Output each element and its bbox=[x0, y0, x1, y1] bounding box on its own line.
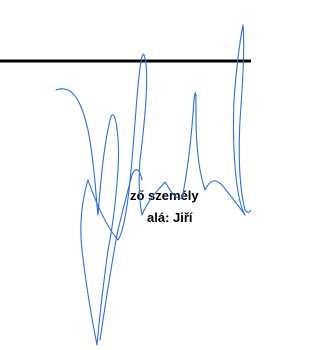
document-fragment: ző személy alá: Jiří bbox=[0, 0, 251, 350]
page: ző személy alá: Jiří (() => { const data… bbox=[0, 0, 251, 350]
text-line: alá: Jiří bbox=[147, 210, 193, 225]
signature bbox=[56, 25, 251, 345]
